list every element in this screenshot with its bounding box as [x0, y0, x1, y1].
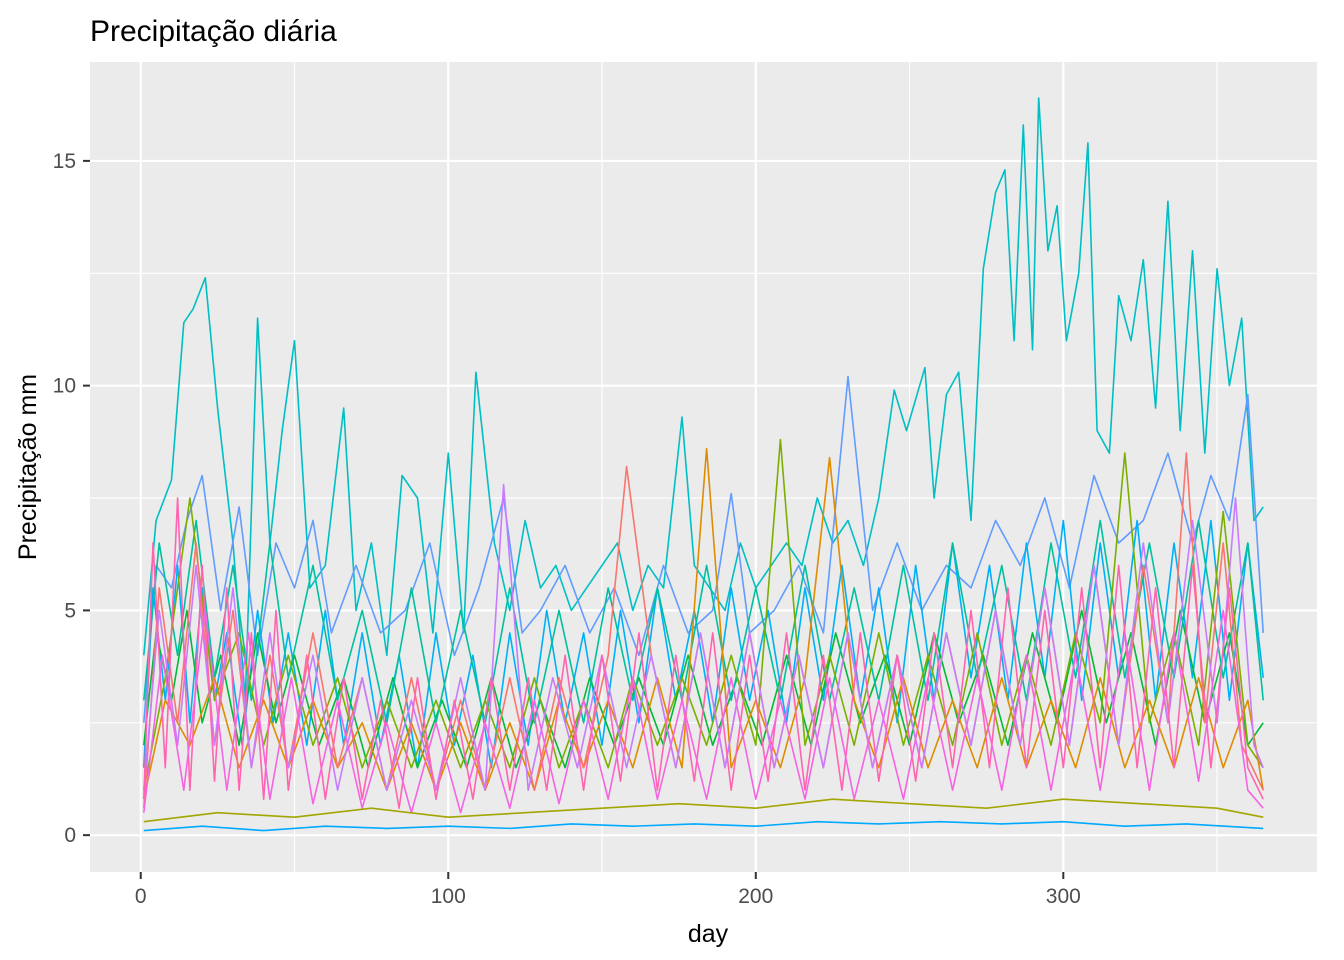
plot-panel: [90, 62, 1317, 872]
chart-title: Precipitação diária: [90, 15, 337, 48]
x-tick-label-100: 100: [431, 885, 466, 908]
series-line-11: [143, 820, 1264, 832]
series-line-12: [143, 798, 1264, 823]
x-axis: 0 100 200 300: [135, 872, 1081, 908]
y-tick-label-10: 10: [53, 375, 76, 398]
x-tick-label-0: 0: [135, 885, 147, 908]
series-line-1: [143, 375, 1264, 723]
x-tick-label-200: 200: [738, 885, 773, 908]
series-line-10: [143, 609, 1264, 814]
y-axis-title: Precipitação mm: [14, 374, 42, 560]
y-tick-label-15: 15: [53, 150, 76, 173]
y-tick-label-0: 0: [64, 824, 76, 847]
series-line-5: [143, 438, 1264, 791]
x-axis-title: day: [688, 920, 729, 948]
series-line-8: [143, 483, 1264, 792]
y-tick-label-5: 5: [64, 599, 76, 622]
series-lines: [143, 97, 1264, 832]
x-tick-label-300: 300: [1046, 885, 1081, 908]
y-axis: 0 5 10 15: [53, 150, 90, 847]
series-line-9: [143, 497, 1264, 810]
